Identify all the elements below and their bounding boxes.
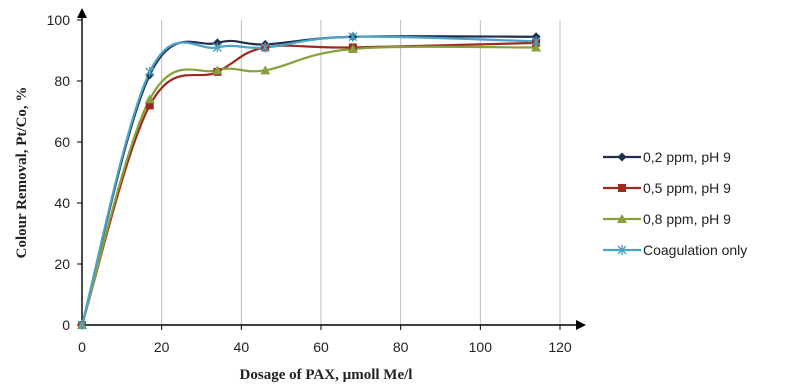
y-tick-label: 40 [54, 195, 70, 211]
series-3-point [260, 65, 271, 75]
legend-label: 0,8 ppm, pH 9 [643, 211, 731, 227]
series-markers [77, 31, 542, 330]
legend-label: 0,5 ppm, pH 9 [643, 180, 731, 196]
legend-item: 0,5 ppm, pH 9 [603, 180, 731, 196]
axes [77, 8, 586, 330]
legend-swatch-marker [617, 245, 627, 255]
series-4-point [260, 42, 270, 53]
legend-label: Coagulation only [643, 242, 747, 258]
series-3-point [531, 42, 542, 52]
tick-marks [77, 19, 561, 330]
series-4-point [531, 36, 541, 47]
series-line-3 [80, 45, 537, 326]
legend-item: 0,2 ppm, pH 9 [603, 149, 731, 165]
x-axis-title: Dosage of PAX, µmoll Me/l [240, 367, 413, 383]
x-tick-label: 80 [393, 339, 409, 355]
series-3-point [144, 94, 155, 104]
series-4-point [77, 320, 87, 330]
y-tick-label: 0 [62, 317, 70, 333]
x-tick-label: 40 [234, 339, 250, 355]
y-tick-label: 20 [54, 256, 70, 272]
tick-labels: 0 20 40 60 80 100 120 0 20 40 60 80 100 [47, 12, 572, 355]
legend-swatch-marker [618, 184, 626, 192]
series-line-1 [80, 35, 537, 326]
y-axis-arrow [77, 8, 87, 18]
series-4-point [212, 42, 222, 53]
legend-item: Coagulation only [603, 242, 747, 258]
legend-swatch-marker [617, 152, 627, 162]
legend-label: 0,2 ppm, pH 9 [643, 149, 731, 165]
y-tick-label: 60 [54, 134, 70, 150]
legend-item: 0,8 ppm, pH 9 [603, 211, 731, 227]
x-tick-label: 20 [154, 339, 170, 355]
series-line-4 [80, 35, 537, 326]
y-tick-label: 80 [54, 73, 70, 89]
series-3-point [347, 43, 358, 53]
series-4-point [348, 31, 358, 42]
series-3-point [212, 65, 223, 75]
x-tick-label: 120 [548, 339, 572, 355]
x-axis-arrow [576, 320, 586, 330]
x-tick-label: 100 [469, 339, 493, 355]
legend-swatch-marker [617, 214, 627, 223]
series-2-point [145, 101, 154, 110]
legend: 0,2 ppm, pH 9 0,5 ppm, pH 9 0,8 ppm, pH 9 C… [603, 149, 747, 258]
y-axis-title: Colour Removal, Pt/Co, % [14, 87, 30, 259]
series-lines [80, 35, 537, 326]
x-tick-label: 60 [313, 339, 329, 355]
x-tick-label: 0 [78, 339, 86, 355]
series-4-point [145, 66, 155, 77]
series-line-2 [80, 41, 537, 326]
grid-lines [161, 20, 561, 325]
y-tick-label: 100 [47, 12, 71, 28]
